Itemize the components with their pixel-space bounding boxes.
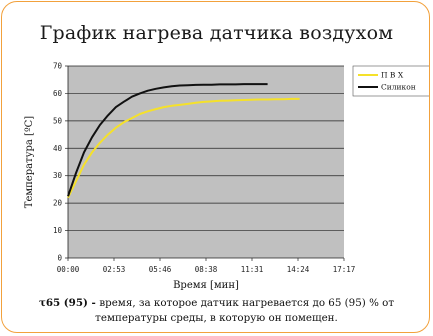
y-tick-label: 30 [53, 171, 63, 180]
slide-card: График нагрева датчика воздухом 0 10 20 30 4… [1, 1, 430, 333]
chart-svg: 0 10 20 30 40 50 60 70 00:00 02:53 05:46 08:38 11:3… [24, 62, 429, 291]
legend-label: П В Х [381, 71, 404, 80]
y-tick-label: 40 [53, 144, 63, 153]
y-tick-label: 60 [53, 89, 63, 98]
grid-lines [65, 65, 345, 261]
x-tick-label: 08:38 [195, 265, 218, 274]
x-tick-label: 02:53 [103, 265, 126, 274]
x-tick-label: 11:31 [241, 265, 264, 274]
series-lines [67, 83, 300, 199]
caption-text: время, за которое датчик нагревается до … [95, 297, 395, 324]
x-tick-label: 14:24 [287, 265, 310, 274]
y-tick-labels: 0 10 20 30 40 50 60 70 [53, 62, 63, 263]
caption-symbol: τ65 (95) - [38, 297, 100, 309]
y-tick-label: 0 [57, 254, 62, 263]
legend: П В Х Силикон [352, 65, 429, 97]
x-axis-label: Время [мин] [173, 280, 239, 291]
y-tick-label: 20 [53, 199, 63, 208]
chart-title: График нагрева датчика воздухом [39, 22, 394, 44]
y-axis-label: Температура [ºC] [24, 116, 35, 209]
y-tick-label: 10 [53, 226, 63, 235]
x-tick-label: 05:46 [149, 265, 172, 274]
x-tick-labels: 00:00 02:53 05:46 08:38 11:31 14:24 17:17 [57, 265, 356, 274]
x-tick-label: 17:17 [333, 265, 356, 274]
y-tick-label: 50 [53, 116, 63, 125]
legend-box [352, 65, 429, 97]
series-line-2 [67, 83, 268, 197]
x-tick-label: 00:00 [57, 265, 80, 274]
series-line-1 [67, 97, 300, 199]
legend-label: Силикон [381, 83, 416, 92]
y-tick-label: 70 [53, 62, 63, 71]
plot-background [68, 66, 344, 258]
caption: τ65 (95) - время, за которое датчик нагр… [6, 296, 427, 326]
